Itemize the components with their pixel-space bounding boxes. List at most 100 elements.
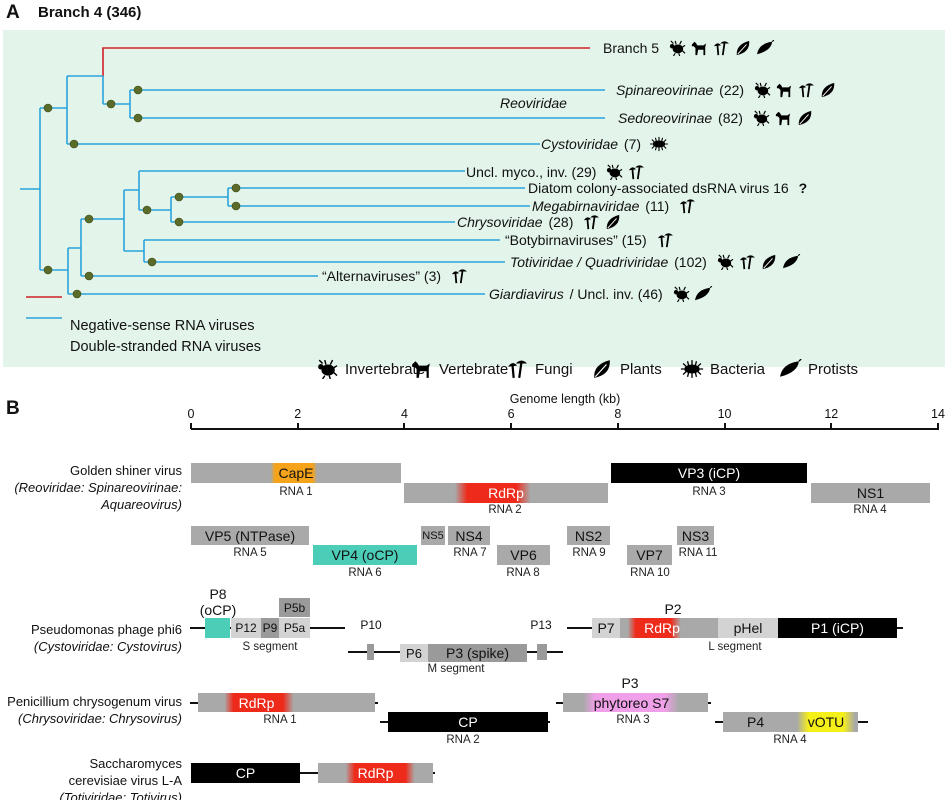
gene-cp: CP xyxy=(388,712,548,732)
axis-tick xyxy=(937,423,939,429)
gene-p7: P7 xyxy=(592,618,620,638)
taxon-label: Giardiavirus / Uncl. inv. (46) xyxy=(489,286,713,302)
gene-vp7: VP7 xyxy=(627,545,672,565)
virus-l-a: Saccharomyces cerevisiae virus L-A (Totivi… xyxy=(59,756,182,800)
taxon-label: Diatom colony-associated dsRNA virus 16? xyxy=(528,181,813,195)
gene-cape: CapE xyxy=(191,463,401,483)
segment-label: RNA 2 xyxy=(446,734,480,746)
taxon-label: Chrysoviridae (28) xyxy=(457,214,623,230)
segment-label: RNA 6 xyxy=(348,567,382,579)
axis-tick-label: 12 xyxy=(824,407,839,421)
fungi-icon xyxy=(581,214,601,230)
unknown-host-marker: ? xyxy=(798,180,808,196)
taxon-label: “Alternaviruses” (3) xyxy=(322,268,469,284)
segment-label: S segment xyxy=(242,641,298,653)
host-legend-vertebrate: Vertebrate xyxy=(409,359,508,379)
gene-p1: P1 (iCP) xyxy=(778,618,897,638)
axis-tick xyxy=(403,423,406,429)
segment-label: RNA 9 xyxy=(572,547,606,559)
plants-icon xyxy=(590,359,614,379)
host-legend-label: Fungi xyxy=(535,360,573,378)
taxon-label: Totiviridae / Quadriviridae (102) xyxy=(510,254,801,270)
taxon-label: “Botybirnaviruses” (15) xyxy=(505,232,675,248)
taxon-name: Spinareovirinae xyxy=(616,82,714,98)
gene-p13 xyxy=(537,644,547,660)
taxon-count: Uncl. myco., inv. (29) xyxy=(466,164,597,180)
segment-label: L segment xyxy=(708,641,762,653)
segment-label: RNA 4 xyxy=(853,504,887,516)
host-legend-bacteria: Bacteria xyxy=(680,359,765,379)
gene-rdrp: RdRp xyxy=(198,693,375,712)
invertebrate-icon xyxy=(751,110,771,126)
taxon-count: (22) xyxy=(715,82,745,98)
axis-tick xyxy=(616,423,619,429)
bacteria-icon xyxy=(649,136,669,152)
gene-phytoreo-s7: phytoreo S7 xyxy=(563,693,708,712)
gene-label-ocp: (oCP) xyxy=(199,602,237,618)
plants-icon xyxy=(818,82,838,98)
taxon-label: Megabirnaviridae (11) xyxy=(532,198,697,214)
axis-tick-label: 4 xyxy=(400,407,408,421)
segment-label: RNA 7 xyxy=(453,547,487,559)
invertebrate-icon xyxy=(315,359,339,379)
fungi-icon xyxy=(711,40,731,56)
gene-vp3: VP3 (iCP) xyxy=(611,463,807,483)
segment-label: RNA 4 xyxy=(773,734,807,746)
gene-ns2: NS2 xyxy=(567,526,610,545)
axis-title: Genome length (kb) xyxy=(509,392,621,406)
gene-label-p2: P2 xyxy=(664,601,682,617)
panel-b-label: B xyxy=(6,398,20,419)
gene-ns5: NS5 xyxy=(421,526,445,545)
branch-neg xyxy=(102,47,590,77)
plants-icon xyxy=(759,254,779,270)
gene-rdrp: RdRp xyxy=(404,483,608,503)
taxon-label: Branch 5 xyxy=(603,40,775,56)
taxon-count: (82) xyxy=(714,110,743,126)
invertebrate-icon xyxy=(752,82,772,98)
host-legend-label: Bacteria xyxy=(710,360,766,378)
clade-label-reoviridae: Reoviridae xyxy=(500,95,567,111)
tree xyxy=(20,47,605,319)
segment-label: RNA 5 xyxy=(233,547,267,559)
gene-p9: P9 xyxy=(261,618,279,638)
segment-label: M segment xyxy=(427,663,485,675)
gene-cp: CP xyxy=(191,763,300,783)
gene-p12: P12 xyxy=(231,618,261,638)
vertebrate-icon xyxy=(774,82,794,98)
taxon-name: Megabirnaviridae xyxy=(532,198,640,214)
taxon-count: / Uncl. inv. (46) xyxy=(565,286,663,302)
taxon-name: Chrysoviridae xyxy=(457,214,543,230)
gene-label-p13: P13 xyxy=(530,618,552,632)
panel-a-title: Branch 4 (346) xyxy=(38,4,142,21)
fungi-icon xyxy=(626,164,646,180)
segment-label: RNA 1 xyxy=(279,486,313,498)
gene-label-p8: P8 xyxy=(209,586,227,602)
bacteria-icon xyxy=(680,359,704,379)
host-legend-plants: Plants xyxy=(590,359,662,379)
gene-p4: P4 vOTU xyxy=(723,712,858,732)
axis-tick-label: 8 xyxy=(614,407,622,421)
panel-a-label: A xyxy=(6,2,20,23)
axis-tick-label: 6 xyxy=(507,407,515,421)
axis-tick xyxy=(510,423,513,429)
axis-tick-label: 0 xyxy=(187,407,195,421)
gene-rdrp-p2: RdRp xyxy=(620,618,718,638)
segment-label: RNA 11 xyxy=(678,547,718,559)
axis-tick xyxy=(190,423,192,429)
gene-ns4: NS4 xyxy=(448,526,490,545)
segment-label: RNA 3 xyxy=(616,714,650,726)
virus-penicillium: Penicillium chrysogenum virus (Chrysoviri… xyxy=(7,694,182,726)
taxon-count: (28) xyxy=(544,214,574,230)
gene-label-p3: P3 xyxy=(621,675,639,691)
taxon-count: (102) xyxy=(670,254,707,270)
host-legend-fungi: Fungi xyxy=(505,359,573,379)
host-legend-label: Invertebrate xyxy=(345,360,426,378)
protists-icon xyxy=(693,286,713,302)
fungi-icon xyxy=(505,359,529,379)
axis-tick-label: 10 xyxy=(717,407,732,421)
gene-ns3: NS3 xyxy=(677,526,714,545)
plants-icon xyxy=(603,214,623,230)
host-legend-label: Vertebrate xyxy=(439,360,509,378)
segment-label: RNA 8 xyxy=(506,567,540,579)
